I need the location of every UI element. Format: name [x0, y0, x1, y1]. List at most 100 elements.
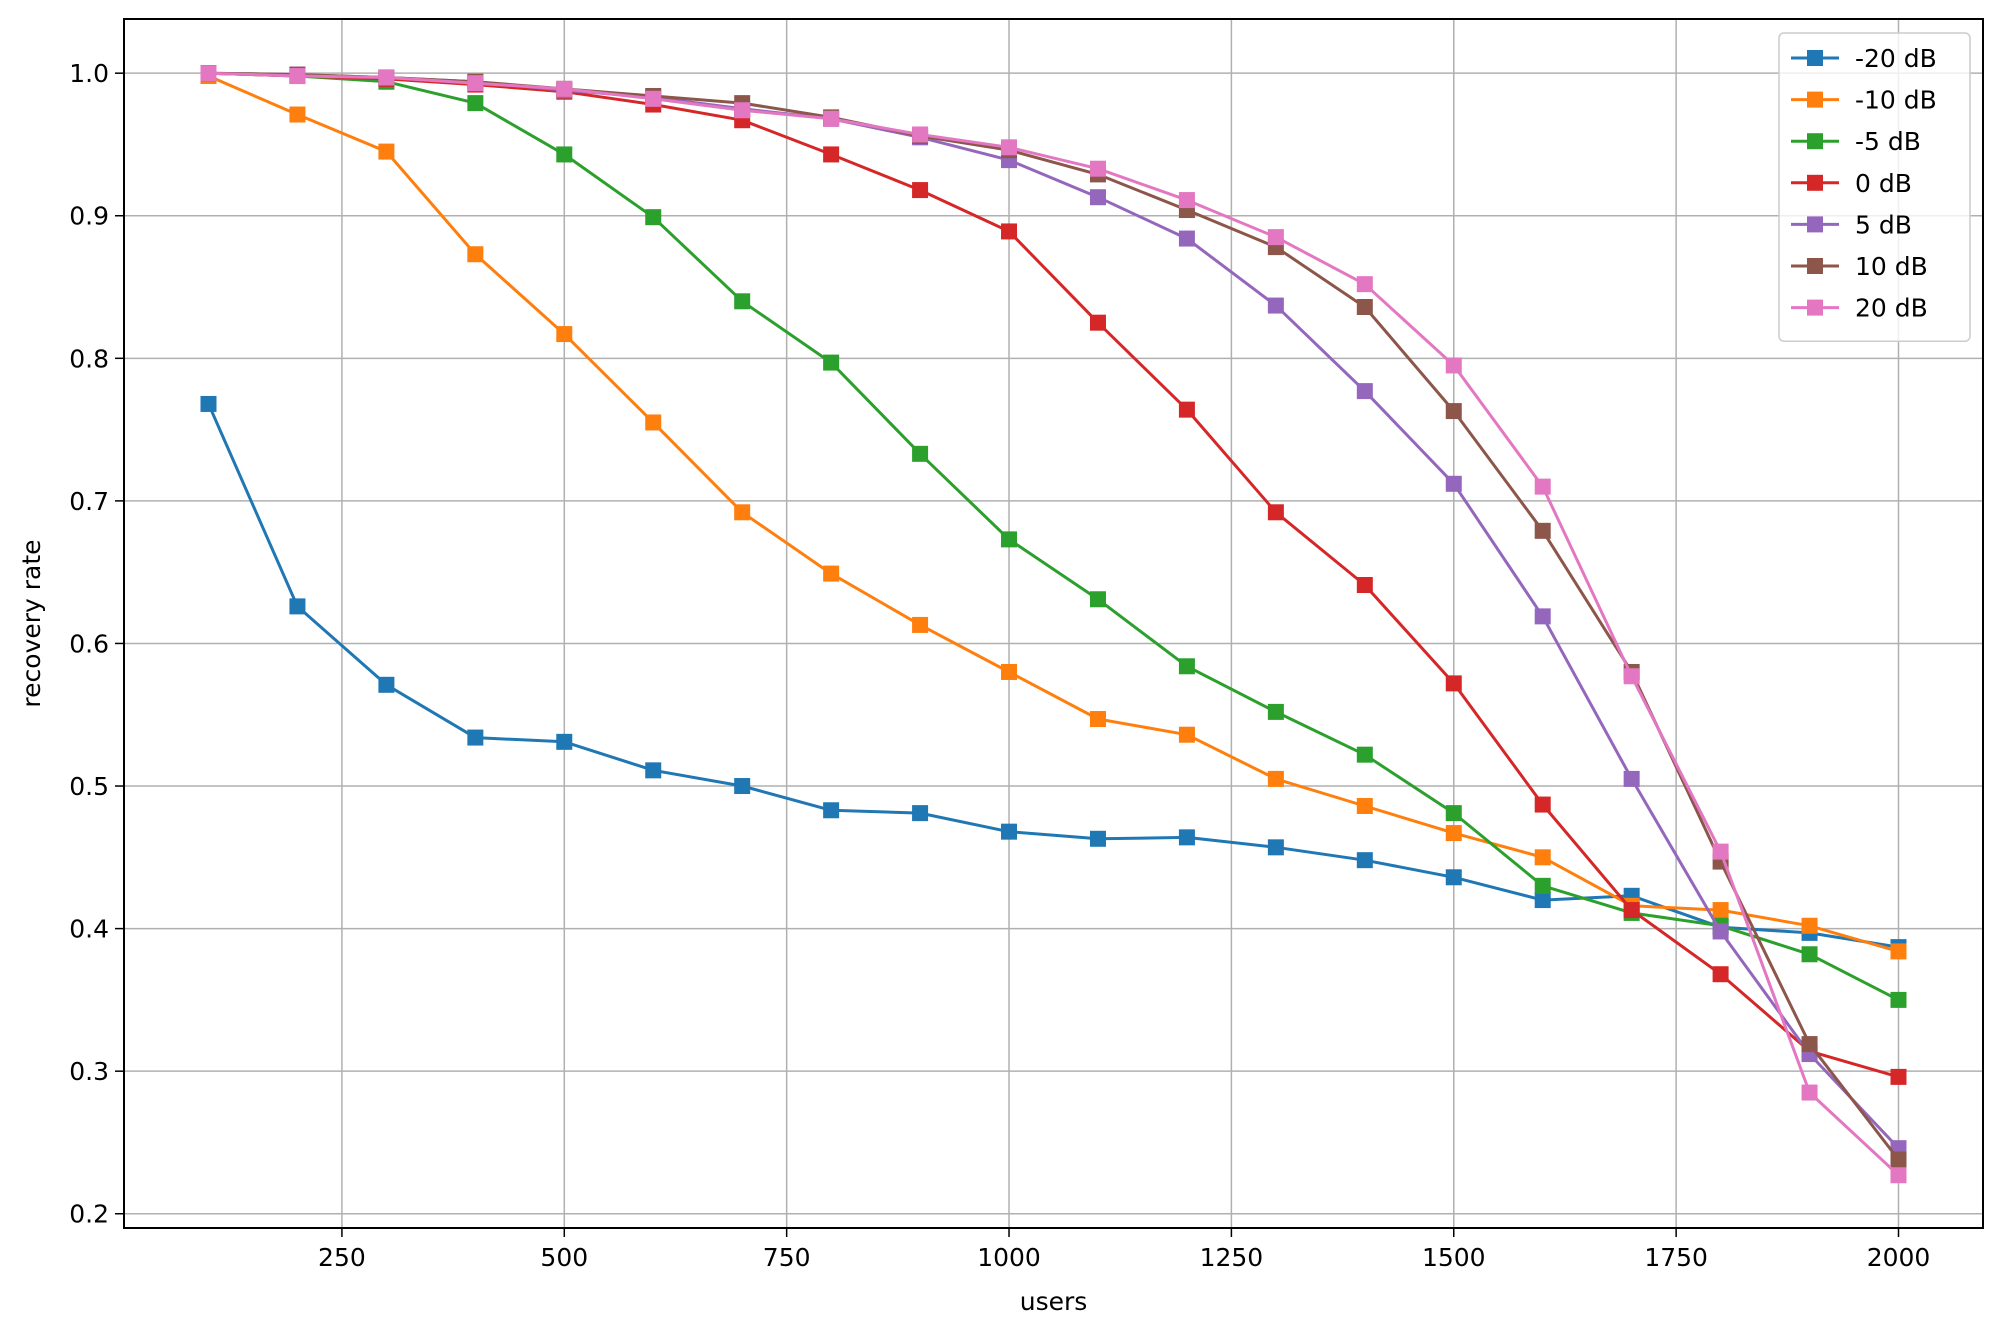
- y-axis-label: recovery rate: [17, 539, 46, 707]
- data-point: [1001, 663, 1018, 680]
- data-point: [912, 805, 929, 822]
- data-point: [734, 102, 751, 119]
- series-20db: [200, 65, 1907, 1184]
- legend-label: -5 dB: [1855, 127, 1921, 156]
- legend-box: [1778, 32, 1971, 342]
- y-tick-label: 0.7: [69, 487, 109, 516]
- data-point: [289, 106, 306, 123]
- data-point: [823, 565, 840, 582]
- plot-frame: [123, 18, 1984, 1229]
- legend-marker: [1807, 258, 1823, 274]
- legend-label: -20 dB: [1855, 44, 1937, 73]
- data-point: [1445, 403, 1462, 420]
- legend-marker: [1807, 299, 1823, 316]
- data-point: [823, 110, 840, 127]
- data-point: [1001, 139, 1018, 156]
- x-axis-label: users: [1020, 1287, 1088, 1316]
- data-point: [1089, 711, 1106, 728]
- x-tick-label: 2000: [1867, 1243, 1931, 1272]
- data-point: [1890, 1068, 1907, 1085]
- x-tick-label: 500: [540, 1243, 588, 1272]
- data-point: [1267, 770, 1284, 787]
- data-point: [1890, 991, 1907, 1008]
- series-neg10db: [200, 68, 1907, 960]
- legend-marker: [1807, 174, 1823, 191]
- data-point: [1356, 746, 1373, 763]
- data-point: [1801, 1084, 1818, 1101]
- data-point: [1267, 297, 1284, 314]
- legend-label: -10 dB: [1855, 86, 1937, 115]
- data-point: [1001, 823, 1018, 840]
- data-point: [1712, 966, 1729, 983]
- data-point: [1445, 869, 1462, 886]
- y-tick-label: 0.6: [69, 629, 109, 658]
- series-neg20db: [200, 395, 1907, 956]
- data-point: [1712, 923, 1729, 940]
- data-point: [1445, 357, 1462, 374]
- data-point: [289, 68, 306, 85]
- data-point: [1623, 902, 1640, 919]
- y-tick-label: 0.8: [69, 344, 109, 373]
- data-point: [378, 676, 395, 693]
- y-tick-label: 0.4: [69, 915, 109, 944]
- data-point: [467, 95, 484, 112]
- data-point: [734, 293, 751, 310]
- legend-marker: [1807, 91, 1823, 108]
- data-point: [1267, 504, 1284, 521]
- data-point: [1712, 902, 1729, 919]
- data-point: [1089, 314, 1106, 331]
- data-point: [1890, 1167, 1907, 1184]
- data-point: [1356, 797, 1373, 814]
- legend-label: 20 dB: [1855, 294, 1928, 323]
- data-point: [1890, 943, 1907, 960]
- data-point: [1801, 1036, 1818, 1053]
- data-point: [1445, 675, 1462, 692]
- data-point: [1445, 805, 1462, 822]
- data-point: [1623, 668, 1640, 685]
- y-tick-label: 0.5: [69, 772, 109, 801]
- y-tick-label: 1.0: [69, 59, 109, 88]
- data-point: [1712, 843, 1729, 860]
- data-point: [378, 69, 395, 86]
- data-point: [645, 762, 662, 779]
- data-point: [1534, 478, 1551, 495]
- x-tick-label: 1500: [1422, 1243, 1486, 1272]
- x-tick-label: 250: [318, 1243, 366, 1272]
- data-point: [200, 65, 217, 82]
- data-point: [1178, 401, 1195, 418]
- data-point: [823, 354, 840, 371]
- data-point: [1178, 230, 1195, 247]
- legend: -20 dB -10 dB -5 dB 0 dB 5 dB 10 dB 20 dB: [1778, 32, 1971, 342]
- data-point: [1623, 770, 1640, 787]
- legend-item: -5 dB: [1791, 127, 1921, 156]
- data-point: [1534, 892, 1551, 909]
- data-point: [1178, 658, 1195, 675]
- y-tick-label: 0.3: [69, 1057, 109, 1086]
- y-tick-label: 0.9: [69, 202, 109, 231]
- data-point: [1356, 276, 1373, 293]
- data-point: [1267, 229, 1284, 246]
- data-point: [823, 802, 840, 819]
- data-point: [1890, 1151, 1907, 1168]
- series-line: [208, 71, 1900, 1002]
- legend-item: -10 dB: [1791, 86, 1937, 115]
- data-point: [645, 90, 662, 107]
- data-point: [1445, 475, 1462, 492]
- data-point: [1267, 703, 1284, 720]
- data-point: [556, 326, 573, 343]
- legend-label: 5 dB: [1855, 210, 1912, 239]
- data-point: [823, 146, 840, 163]
- data-point: [912, 182, 929, 199]
- data-point: [1534, 877, 1551, 894]
- data-point: [378, 143, 395, 160]
- series-line: [208, 71, 1900, 1177]
- axis-ticks: 250 500 750 1000 1250 1500 1750 2000 0.2 0.3 0.4 0.…: [69, 59, 1930, 1272]
- data-point: [1089, 189, 1106, 206]
- data-point: [1001, 223, 1018, 240]
- legend-item: 20 dB: [1791, 294, 1928, 323]
- legend-item: 0 dB: [1791, 169, 1912, 198]
- series-0db: [200, 65, 1907, 1085]
- data-point: [200, 395, 217, 412]
- series-line: [208, 71, 1900, 1161]
- data-point: [1089, 591, 1106, 608]
